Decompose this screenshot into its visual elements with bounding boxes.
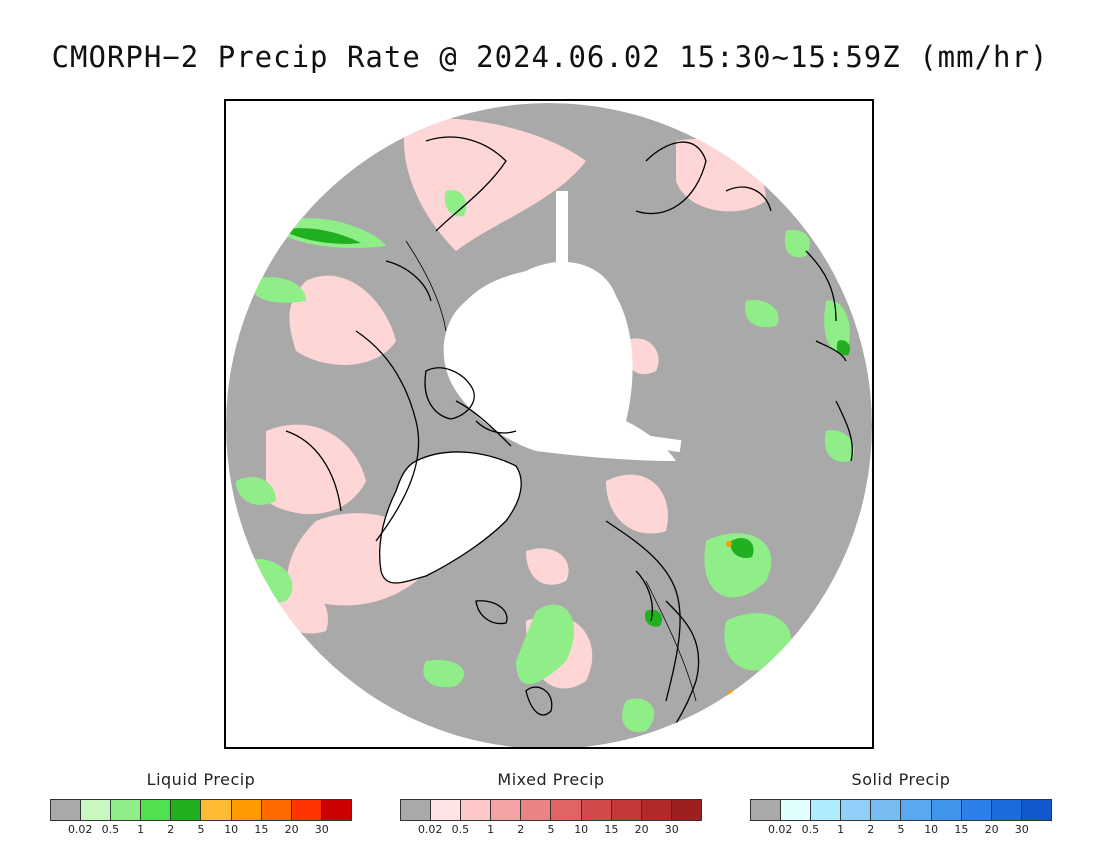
legend-tick-label: 0.5	[451, 823, 470, 836]
legend-swatch	[461, 800, 492, 820]
legend-swatch	[401, 800, 432, 820]
legend-tick-label: 1	[837, 823, 845, 836]
legend-swatch	[111, 800, 142, 820]
legend-swatch	[961, 800, 992, 820]
legend-swatch	[871, 800, 902, 820]
legend-swatch	[551, 800, 582, 820]
legend-tick-label: 20	[284, 823, 299, 836]
legend-mixed-swatches	[400, 799, 702, 821]
legend-tick-label: 0.02	[417, 823, 443, 836]
legend-swatch	[51, 800, 82, 820]
legend-tick-label: 5	[897, 823, 905, 836]
polar-precip-map	[224, 99, 874, 749]
legend-tick-label: 15	[254, 823, 269, 836]
legend-tick-label: 20	[984, 823, 999, 836]
map-canvas	[226, 103, 872, 747]
legend-swatch	[321, 800, 351, 820]
legend-tick-label: 30	[1014, 823, 1029, 836]
legend-swatch	[431, 800, 462, 820]
legend-tick-label: 1	[137, 823, 145, 836]
legend-tick-label: 2	[867, 823, 875, 836]
legend-tick-label: 0.02	[67, 823, 93, 836]
legend-tick-label: 2	[167, 823, 175, 836]
legend-swatch	[931, 800, 962, 820]
legend-swatch	[901, 800, 932, 820]
legend-tick-label: 0.5	[101, 823, 120, 836]
coastlines	[285, 136, 853, 747]
legend-swatch	[751, 800, 782, 820]
heavy-liquid-precip	[288, 228, 851, 627]
legend-swatch	[261, 800, 292, 820]
legend-solid: Solid Precip 0.02 0.5 1 2 5 10 15 20 30	[750, 770, 1052, 839]
legend-swatch	[811, 800, 842, 820]
legend-solid-title: Solid Precip	[851, 770, 951, 789]
legend-swatch	[201, 800, 232, 820]
liquid-precip-areas	[236, 190, 855, 732]
legend-swatch	[1021, 800, 1051, 820]
legend-tick-label: 0.5	[801, 823, 820, 836]
chart-title: CMORPH−2 Precip Rate @ 2024.06.02 15:30~…	[51, 40, 1049, 74]
legend-tick-label: 15	[954, 823, 969, 836]
legend-tick-label: 10	[224, 823, 239, 836]
legend-solid-ticks: 0.02 0.5 1 2 5 10 15 20 30	[750, 823, 1052, 839]
legend-liquid-title: Liquid Precip	[146, 770, 256, 789]
legend-liquid-ticks: 0.02 0.5 1 2 5 10 15 20 30	[50, 823, 352, 839]
legend-tick-label: 10	[574, 823, 589, 836]
legend-swatch	[81, 800, 112, 820]
legend-liquid: Liquid Precip 0.02 0.5 1 2 5 10 15 20 30	[50, 770, 352, 839]
legend-tick-label: 5	[197, 823, 205, 836]
legend-tick-label: 1	[487, 823, 495, 836]
legend-swatch	[521, 800, 552, 820]
legend-tick-label: 2	[517, 823, 525, 836]
legend-swatch	[991, 800, 1022, 820]
legend-swatch	[491, 800, 522, 820]
legend-tick-label: 10	[924, 823, 939, 836]
legend-liquid-swatches	[50, 799, 352, 821]
legend-mixed: Mixed Precip 0.02 0.5 1 2 5 10 15 20 30	[400, 770, 702, 839]
legend-swatch	[141, 800, 172, 820]
legend-swatch	[611, 800, 642, 820]
legend-swatch	[781, 800, 812, 820]
legend-tick-label: 30	[314, 823, 329, 836]
legend-tick-label: 20	[634, 823, 649, 836]
legend-swatch	[671, 800, 701, 820]
no-data-region	[379, 191, 682, 583]
legend-tick-label: 30	[664, 823, 679, 836]
legend-swatch	[581, 800, 612, 820]
legend-swatch	[291, 800, 322, 820]
legend-tick-label: 0.02	[767, 823, 793, 836]
legend-tick-label: 5	[547, 823, 555, 836]
legend-mixed-title: Mixed Precip	[497, 770, 605, 789]
legend-solid-swatches	[750, 799, 1052, 821]
legend-swatch	[641, 800, 672, 820]
legend-swatch	[171, 800, 202, 820]
borders	[405, 240, 697, 702]
legend-mixed-ticks: 0.02 0.5 1 2 5 10 15 20 30	[400, 823, 702, 839]
legend-swatch	[231, 800, 262, 820]
legend-tick-label: 15	[604, 823, 619, 836]
legend-swatch	[841, 800, 872, 820]
